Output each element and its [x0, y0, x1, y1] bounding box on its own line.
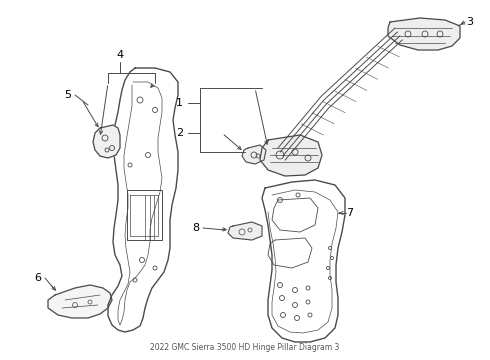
Text: 3: 3	[466, 17, 473, 27]
Text: 4: 4	[117, 50, 123, 60]
Polygon shape	[262, 180, 345, 342]
Text: 7: 7	[346, 208, 354, 218]
Polygon shape	[108, 68, 178, 332]
Text: 2022 GMC Sierra 3500 HD Hinge Pillar Diagram 3: 2022 GMC Sierra 3500 HD Hinge Pillar Dia…	[150, 343, 340, 352]
Text: 5: 5	[65, 90, 72, 100]
Polygon shape	[48, 285, 112, 318]
Text: 6: 6	[34, 273, 42, 283]
Text: 8: 8	[193, 223, 199, 233]
Polygon shape	[388, 18, 460, 50]
Polygon shape	[93, 125, 120, 158]
Text: 1: 1	[176, 98, 183, 108]
Polygon shape	[228, 222, 262, 240]
Polygon shape	[242, 145, 266, 164]
Polygon shape	[260, 135, 322, 176]
Text: 2: 2	[176, 128, 183, 138]
